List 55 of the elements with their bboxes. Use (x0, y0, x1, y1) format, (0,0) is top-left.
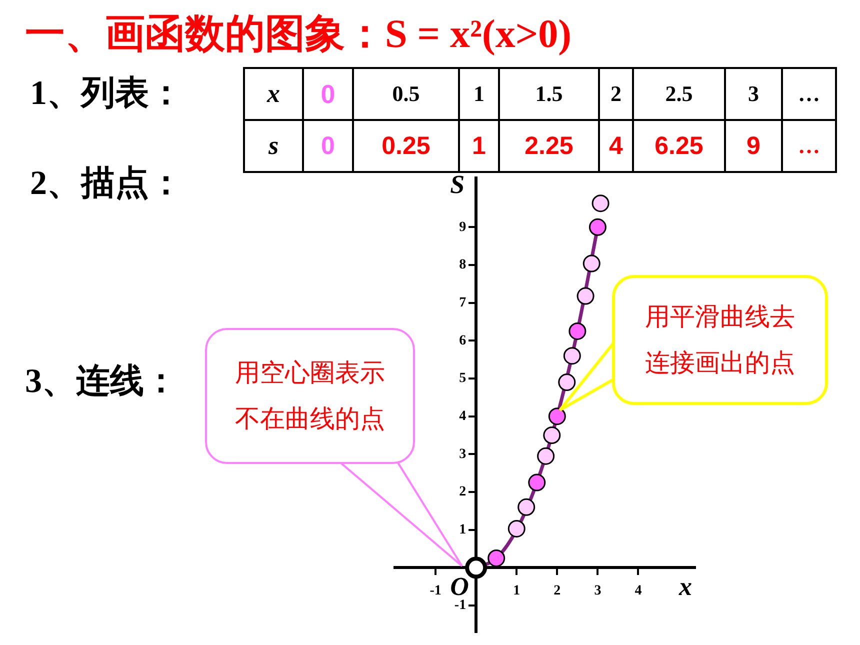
point (568, 322, 586, 340)
text: 3 (725, 68, 782, 120)
y-tick-label: 3 (459, 446, 466, 462)
y-tick-label: 9 (459, 220, 466, 235)
text: 2.25 (499, 120, 599, 172)
text: 0.5 (353, 68, 459, 120)
text: 9 (725, 120, 782, 172)
point (582, 254, 600, 272)
y-tick-label: 5 (459, 371, 466, 386)
text: 1.5 (499, 68, 599, 120)
y-tick-label: 6 (459, 333, 466, 348)
text: … (782, 68, 836, 120)
text: 2、描点： (30, 164, 183, 204)
point (488, 549, 506, 567)
text: x (244, 68, 303, 120)
text: 0.25 (382, 132, 430, 160)
x-tick-label: 2 (554, 584, 561, 599)
x-tick-label: -1 (430, 584, 442, 599)
point (528, 474, 546, 492)
text: 0 (303, 120, 353, 172)
point (537, 447, 555, 465)
y-tick-label: -1 (454, 598, 466, 614)
x-axis-title: x (679, 572, 692, 602)
point (518, 498, 536, 516)
y-axis-title: S (450, 170, 465, 200)
point (592, 194, 610, 212)
point (558, 374, 576, 392)
annotation: 用平滑曲线去连接画出的点 (644, 302, 796, 379)
text: 3、连线： (25, 362, 178, 402)
y-tick-label: 2 (459, 484, 466, 500)
annotation: O (450, 572, 469, 601)
x-tick-label: 3 (594, 584, 602, 599)
point (588, 218, 606, 236)
chart-title: 一、画函数的图象：S = x²(x>0) (25, 10, 572, 58)
y-tick-label: 8 (459, 258, 466, 273)
text: 1、列表： (30, 74, 183, 114)
text: 4 (599, 120, 633, 172)
point (548, 408, 566, 426)
text: 2 (599, 68, 633, 120)
speech-bubble: 用空心圈表示不在曲线的点 (205, 328, 415, 464)
point (543, 426, 561, 444)
y-tick-label: 1 (459, 522, 466, 538)
text: … (782, 120, 836, 172)
text: 0 (303, 68, 353, 120)
point (508, 520, 526, 538)
x-tick-label: 1 (513, 584, 520, 599)
text: 2.5 (633, 68, 725, 120)
text: s (244, 120, 303, 172)
point (563, 347, 581, 365)
point (465, 556, 488, 579)
point (576, 287, 594, 305)
x-tick-label: 4 (634, 584, 642, 599)
y-tick-label: 7 (459, 295, 466, 310)
y-tick-label: 4 (459, 408, 466, 424)
text: 6.25 (633, 120, 725, 172)
